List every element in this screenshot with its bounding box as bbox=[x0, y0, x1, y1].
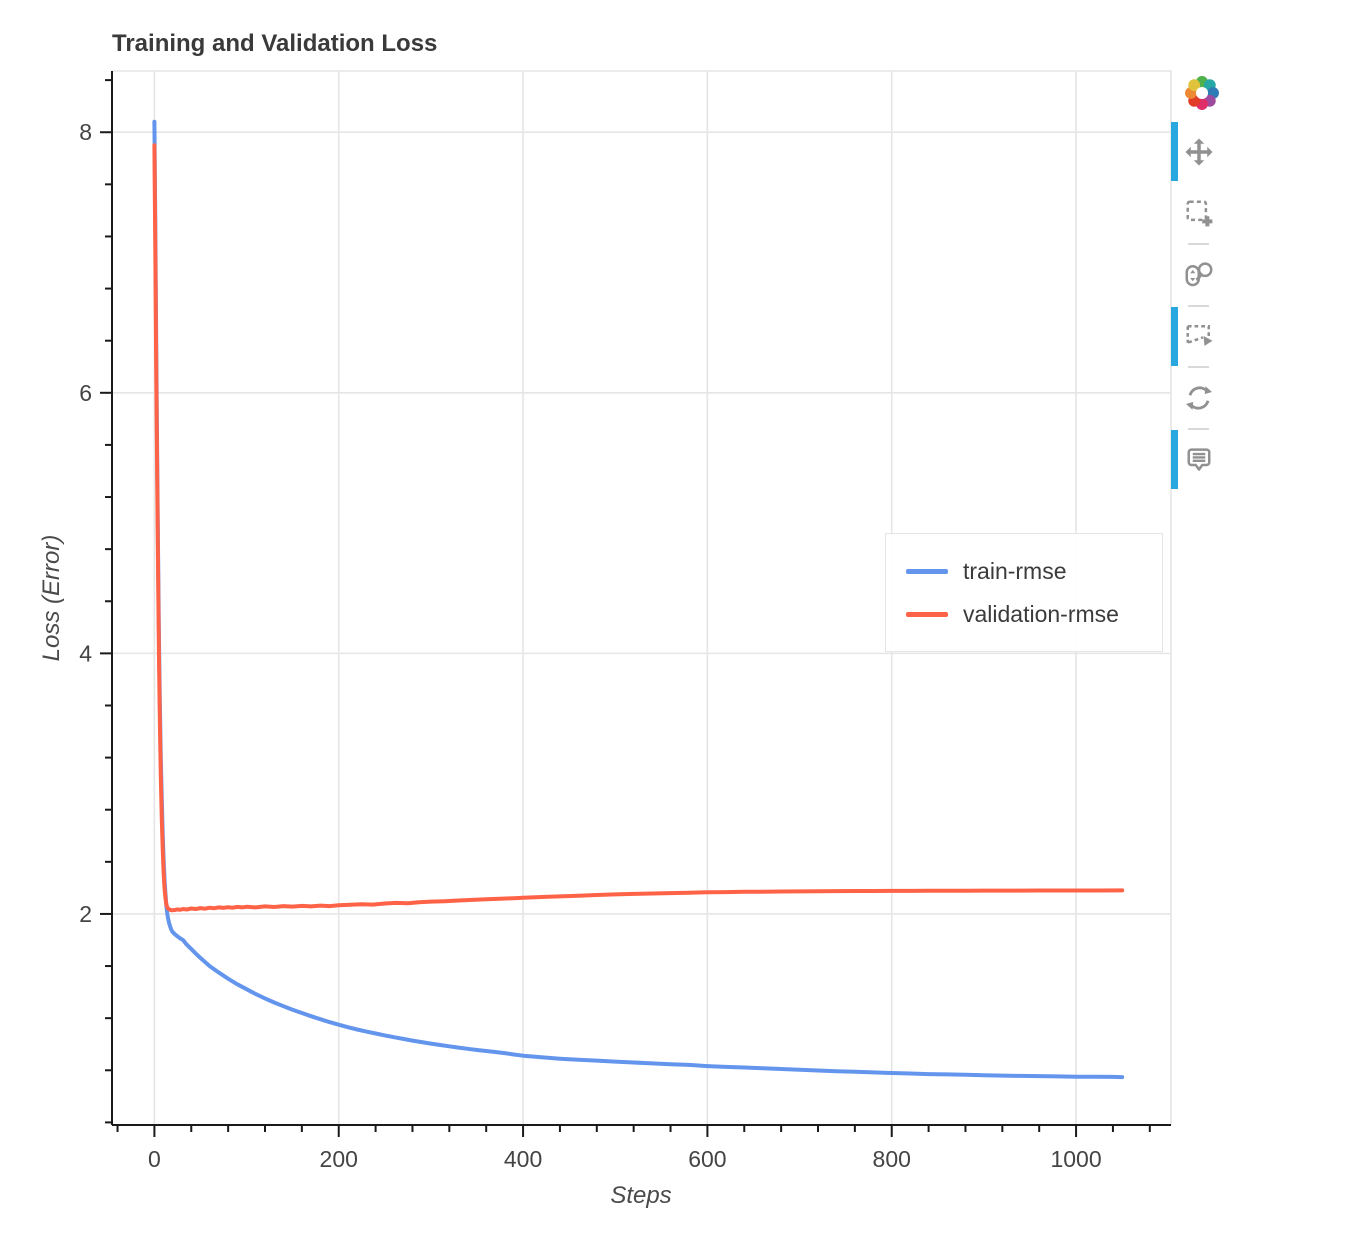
hover-tool-button[interactable] bbox=[1171, 429, 1227, 490]
x-tick-label: 1000 bbox=[1050, 1146, 1101, 1172]
toolbar-separator bbox=[1188, 427, 1209, 430]
x-axis-label: Steps bbox=[610, 1182, 672, 1209]
legend-line-swatch bbox=[906, 611, 948, 617]
box-zoom-tool-button[interactable] bbox=[1171, 183, 1227, 244]
active-tool-indicator bbox=[1171, 306, 1178, 366]
series bbox=[152, 119, 1125, 1080]
reset-tool-button[interactable] bbox=[1171, 367, 1227, 428]
chart-title: Training and Validation Loss bbox=[112, 30, 438, 57]
active-tool-indicator bbox=[1171, 122, 1178, 181]
plot-outline bbox=[112, 70, 1172, 1125]
wheel-zoom-icon bbox=[1184, 260, 1214, 290]
bokeh-logo-icon[interactable] bbox=[1184, 75, 1220, 111]
move-icon bbox=[1184, 137, 1214, 167]
legend: train-rmse validation-rmse bbox=[885, 533, 1163, 652]
legend-label: train-rmse bbox=[963, 557, 1067, 584]
box-select-icon bbox=[1184, 321, 1214, 351]
hover-icon bbox=[1184, 444, 1214, 474]
legend-item: train-rmse bbox=[906, 558, 1162, 585]
y-axis-label: Loss (Error) bbox=[38, 534, 65, 662]
legend-line-swatch bbox=[906, 568, 948, 574]
box-zoom-icon bbox=[1184, 198, 1214, 228]
y-tick-label: 8 bbox=[79, 119, 92, 145]
toolbar-separator bbox=[1188, 304, 1209, 307]
x-tick-label: 0 bbox=[148, 1146, 161, 1172]
reset-icon bbox=[1184, 383, 1214, 413]
legend-item: validation-rmse bbox=[906, 601, 1162, 628]
axes: 0 200 400 600 800 1000 2 4 6 8 bbox=[79, 71, 1171, 1172]
y-tick-label: 2 bbox=[79, 901, 92, 927]
toolbar bbox=[1171, 71, 1227, 501]
legend-label: validation-rmse bbox=[963, 600, 1119, 627]
x-tick-label: 800 bbox=[873, 1146, 911, 1172]
x-tick-label: 400 bbox=[504, 1146, 542, 1172]
validation-rmse-line bbox=[152, 143, 1125, 913]
toolbar-separator bbox=[1188, 366, 1209, 368]
wheel-zoom-tool-button[interactable] bbox=[1171, 244, 1227, 305]
y-tick-label: 6 bbox=[79, 380, 92, 406]
active-tool-indicator bbox=[1171, 429, 1178, 489]
box-select-tool-button[interactable] bbox=[1171, 306, 1227, 367]
x-tick-label: 600 bbox=[688, 1146, 726, 1172]
x-tick-label: 200 bbox=[320, 1146, 358, 1172]
train-rmse-line bbox=[152, 119, 1125, 1080]
y-tick-label: 4 bbox=[79, 640, 92, 666]
toolbar-separator bbox=[1188, 243, 1209, 245]
pan-tool-button[interactable] bbox=[1171, 121, 1227, 182]
